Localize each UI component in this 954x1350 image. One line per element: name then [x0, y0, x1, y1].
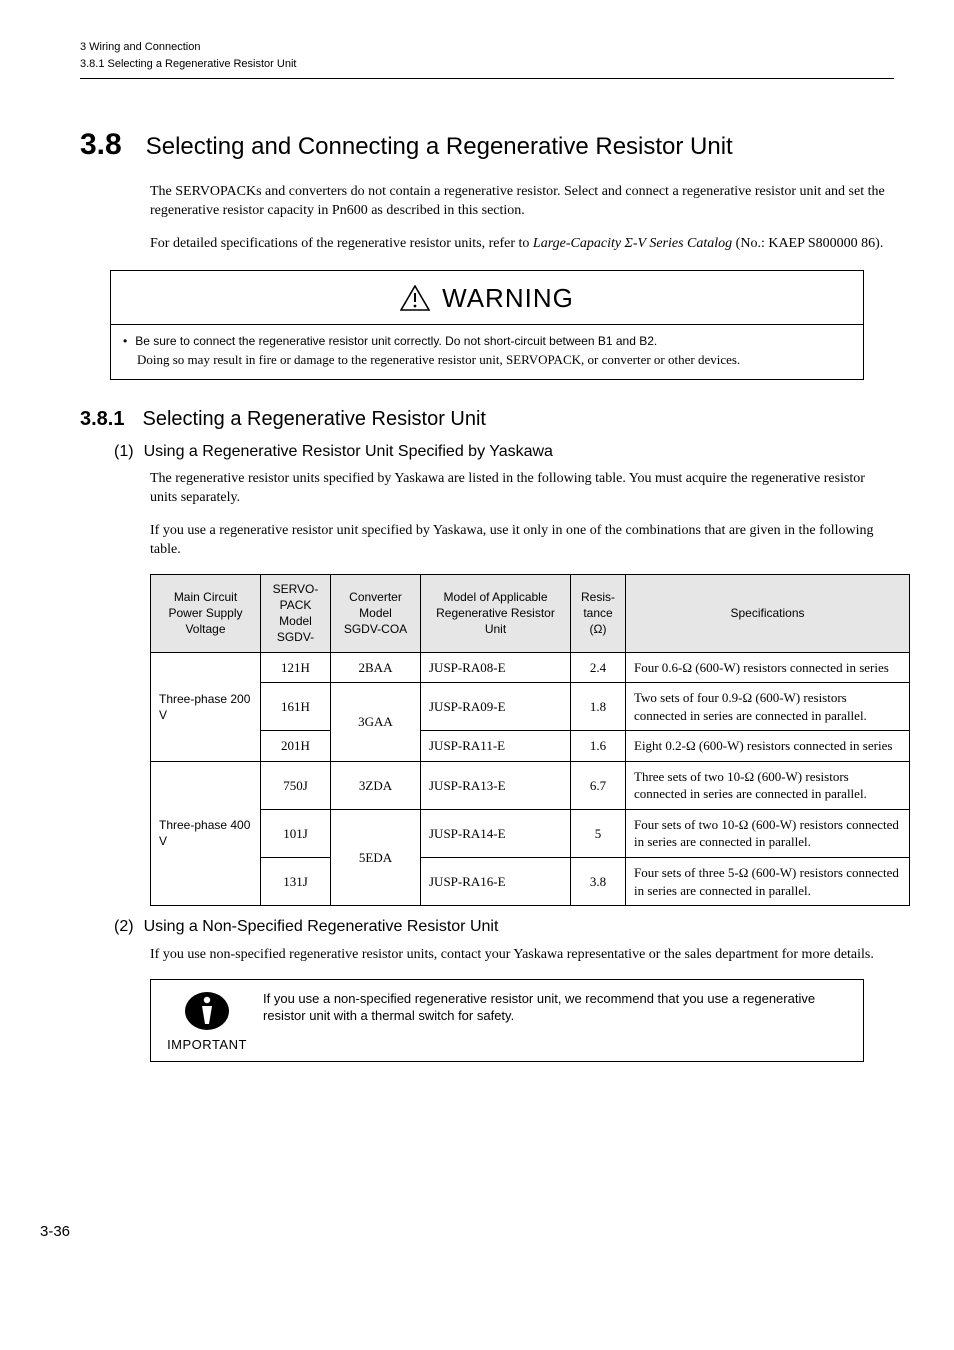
cell-voltage-200: Three-phase 200 V [151, 652, 261, 761]
th-resistance: Resis-tance (Ω) [571, 574, 626, 652]
warning-icon [400, 285, 430, 311]
cell-spec: Two sets of four 0.9-Ω (600-W) resistors… [626, 683, 910, 731]
important-icon [183, 990, 231, 1032]
cell-conv: 5EDA [331, 809, 421, 905]
regen-resistor-table: Main Circuit Power Supply Voltage SERVO-… [150, 574, 910, 906]
sub1-para-1: The regenerative resistor units specifie… [150, 470, 894, 508]
warning-title: WARNING [442, 281, 574, 316]
cell-res: 5 [571, 809, 626, 857]
cell-res: 6.7 [571, 761, 626, 809]
warning-header: WARNING [111, 271, 863, 324]
running-section: 3.8.1 Selecting a Regenerative Resistor … [80, 57, 894, 79]
th-converter: Converter Model SGDV-COA [331, 574, 421, 652]
cell-conv: 2BAA [331, 652, 421, 683]
bullet-dot: • [123, 333, 127, 349]
subsection-title: Selecting a Regenerative Resistor Unit [142, 406, 486, 433]
cell-res: 3.8 [571, 857, 626, 905]
warning-box: WARNING • Be sure to connect the regener… [110, 270, 864, 380]
th-model: Model of Applicable Regenerative Resisto… [421, 574, 571, 652]
intro-para-2a: For detailed specifications of the regen… [150, 236, 533, 251]
intro-para-2b: (No.: KAEP S800000 86). [732, 236, 883, 251]
section-heading: 3.8 Selecting and Connecting a Regenerat… [80, 125, 894, 166]
intro-para-2: For detailed specifications of the regen… [150, 235, 894, 254]
th-voltage: Main Circuit Power Supply Voltage [151, 574, 261, 652]
table-row: 201H JUSP-RA11-E 1.6 Eight 0.2-Ω (600-W)… [151, 731, 910, 762]
important-label: IMPORTANT [167, 1036, 247, 1054]
warning-body: • Be sure to connect the regenerative re… [111, 324, 863, 379]
cell-conv: 3ZDA [331, 761, 421, 809]
cell-res: 2.4 [571, 652, 626, 683]
cell-sp: 201H [261, 731, 331, 762]
running-chapter: 3 Wiring and Connection [80, 40, 894, 55]
cell-model: JUSP-RA13-E [421, 761, 571, 809]
cell-sp: 161H [261, 683, 331, 731]
table-row: Three-phase 400 V 750J 3ZDA JUSP-RA13-E … [151, 761, 910, 809]
warning-line-1: Be sure to connect the regenerative resi… [135, 333, 657, 349]
cell-res: 1.8 [571, 683, 626, 731]
section-title: Selecting and Connecting a Regenerative … [146, 131, 733, 163]
important-box: IMPORTANT If you use a non-specified reg… [150, 979, 864, 1063]
table-row: 161H 3GAA JUSP-RA09-E 1.8 Two sets of fo… [151, 683, 910, 731]
important-icon-block: IMPORTANT [159, 988, 255, 1054]
cell-model: JUSP-RA09-E [421, 683, 571, 731]
cell-spec: Four sets of three 5-Ω (600-W) resistors… [626, 857, 910, 905]
cell-conv: 3GAA [331, 683, 421, 762]
cell-model: JUSP-RA11-E [421, 731, 571, 762]
table-row: Three-phase 200 V 121H 2BAA JUSP-RA08-E … [151, 652, 910, 683]
cell-spec: Three sets of two 10-Ω (600-W) resistors… [626, 761, 910, 809]
cell-spec: Four 0.6-Ω (600-W) resistors connected i… [626, 652, 910, 683]
cell-spec: Eight 0.2-Ω (600-W) resistors connected … [626, 731, 910, 762]
catalog-title: Large-Capacity Σ-V Series Catalog [533, 236, 732, 251]
cell-voltage-400: Three-phase 400 V [151, 761, 261, 905]
sub2-heading: (2) Using a Non-Specified Regenerative R… [114, 916, 894, 938]
sub1-title: Using a Regenerative Resistor Unit Speci… [144, 441, 553, 463]
cell-spec: Four sets of two 10-Ω (600-W) resistors … [626, 809, 910, 857]
cell-sp: 121H [261, 652, 331, 683]
cell-model: JUSP-RA14-E [421, 809, 571, 857]
intro-para-1: The SERVOPACKs and converters do not con… [150, 183, 894, 221]
table-row: 101J 5EDA JUSP-RA14-E 5 Four sets of two… [151, 809, 910, 857]
cell-sp: 131J [261, 857, 331, 905]
cell-model: JUSP-RA08-E [421, 652, 571, 683]
sub1-number: (1) [114, 441, 134, 463]
th-spec: Specifications [626, 574, 910, 652]
th-servopack: SERVO-PACK Model SGDV- [261, 574, 331, 652]
sub2-number: (2) [114, 916, 134, 938]
subsection-heading: 3.8.1 Selecting a Regenerative Resistor … [80, 406, 894, 433]
important-text: If you use a non-specified regenerative … [255, 988, 849, 1025]
page-number: 3-36 [40, 1222, 894, 1242]
cell-sp: 101J [261, 809, 331, 857]
subsection-number: 3.8.1 [80, 406, 124, 433]
cell-model: JUSP-RA16-E [421, 857, 571, 905]
table-row: 131J JUSP-RA16-E 3.8 Four sets of three … [151, 857, 910, 905]
sub2-para: If you use non-specified regenerative re… [150, 946, 894, 965]
cell-res: 1.6 [571, 731, 626, 762]
sub1-para-2: If you use a regenerative resistor unit … [150, 522, 894, 560]
cell-sp: 750J [261, 761, 331, 809]
warning-line-2: Doing so may result in fire or damage to… [137, 351, 851, 369]
sub1-heading: (1) Using a Regenerative Resistor Unit S… [114, 441, 894, 463]
sub2-title: Using a Non-Specified Regenerative Resis… [144, 916, 499, 938]
section-number: 3.8 [80, 125, 122, 166]
